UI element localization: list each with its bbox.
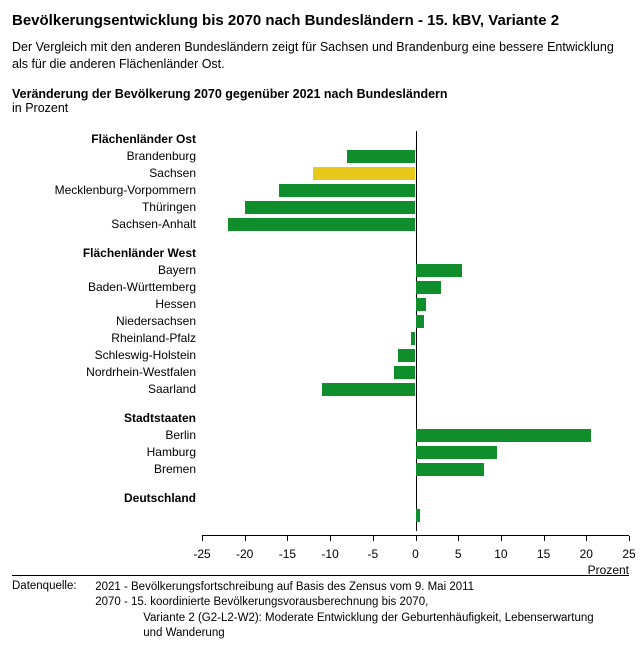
x-tick — [629, 536, 630, 541]
intro-text: Der Vergleich mit den anderen Bundesländ… — [12, 39, 629, 73]
group-label: Flächenländer West — [12, 245, 202, 262]
chart-subtitle: Veränderung der Bevölkerung 2070 gegenüb… — [12, 87, 629, 101]
x-tick-label: 25 — [622, 547, 635, 561]
x-tick-label: -10 — [321, 547, 338, 561]
x-tick-label: 15 — [537, 547, 550, 561]
bar — [228, 218, 416, 231]
bar-label — [12, 507, 202, 524]
bar-label: Nordrhein-Westfalen — [12, 364, 202, 381]
bar — [416, 281, 442, 294]
x-tick-label: -20 — [236, 547, 253, 561]
chart: Flächenländer OstBrandenburgSachsenMeckl… — [12, 131, 629, 571]
bar — [416, 298, 426, 311]
bar — [416, 509, 420, 522]
bar-label: Hessen — [12, 296, 202, 313]
bar-label: Rheinland-Pfalz — [12, 330, 202, 347]
chart-unit: in Prozent — [12, 101, 629, 115]
group-label: Deutschland — [12, 490, 202, 507]
group-label: Flächenländer Ost — [12, 131, 202, 148]
bar-label: Sachsen-Anhalt — [12, 216, 202, 233]
y-labels: Flächenländer OstBrandenburgSachsenMeckl… — [12, 131, 202, 524]
x-tick-label: 20 — [580, 547, 593, 561]
bar-label: Thüringen — [12, 199, 202, 216]
x-tick-label: -25 — [193, 547, 210, 561]
footer-divider — [12, 575, 629, 576]
bar-label: Bremen — [12, 461, 202, 478]
x-tick-label: 5 — [455, 547, 462, 561]
source-line1: 2021 - Bevölkerungsfortschreibung auf Ba… — [95, 580, 615, 596]
bar — [416, 429, 591, 442]
bar — [411, 332, 415, 345]
x-tick — [416, 536, 417, 541]
bar — [245, 201, 416, 214]
page-title: Bevölkerungsentwicklung bis 2070 nach Bu… — [12, 12, 629, 29]
x-tick — [202, 536, 203, 541]
bar-label: Sachsen — [12, 165, 202, 182]
bar-label: Berlin — [12, 427, 202, 444]
x-tick-label: 0 — [412, 547, 419, 561]
x-tick — [287, 536, 288, 541]
x-tick-label: -5 — [367, 547, 378, 561]
bar-label: Niedersachsen — [12, 313, 202, 330]
x-tick-label: -15 — [279, 547, 296, 561]
bar-label: Saarland — [12, 381, 202, 398]
bar-label: Schleswig-Holstein — [12, 347, 202, 364]
x-tick — [458, 536, 459, 541]
x-tick — [245, 536, 246, 541]
x-tick-label: 10 — [494, 547, 507, 561]
bar — [347, 150, 415, 163]
bar — [322, 383, 416, 396]
source-line2: 2070 - 15. koordinierte Bevölkerungsvora… — [95, 595, 615, 611]
bar — [279, 184, 416, 197]
bar-label: Brandenburg — [12, 148, 202, 165]
x-axis-title: Prozent — [588, 563, 629, 577]
bar — [416, 315, 425, 328]
x-tick — [373, 536, 374, 541]
bar — [394, 366, 415, 379]
bar — [313, 167, 415, 180]
group-label: Stadtstaaten — [12, 410, 202, 427]
bar-label: Mecklenburg-Vorpommern — [12, 182, 202, 199]
source-line3: Variante 2 (G2-L2-W2): Moderate Entwickl… — [95, 611, 615, 642]
bar — [416, 264, 463, 277]
bar — [416, 446, 497, 459]
bar-label: Baden-Württemberg — [12, 279, 202, 296]
x-tick — [544, 536, 545, 541]
x-tick — [501, 536, 502, 541]
footer: Datenquelle: 2021 - Bevölkerungsfortschr… — [12, 580, 629, 642]
bar — [398, 349, 415, 362]
bar-label: Bayern — [12, 262, 202, 279]
x-tick — [330, 536, 331, 541]
bar — [416, 463, 484, 476]
bar-label: Hamburg — [12, 444, 202, 461]
source-label: Datenquelle: — [12, 580, 92, 592]
plot-area: -25-20-15-10-50510152025Prozent — [202, 131, 629, 571]
x-tick — [586, 536, 587, 541]
